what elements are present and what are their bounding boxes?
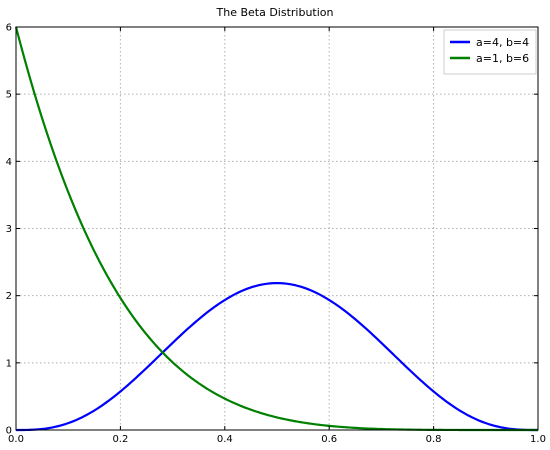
x-tick-label: 0.4 xyxy=(217,434,233,445)
y-axis: 0 1 2 3 4 5 6 xyxy=(6,23,538,437)
x-axis: 0.0 0.2 0.4 0.6 0.8 1.0 xyxy=(8,27,546,445)
y-tick-label: 0 xyxy=(6,426,12,437)
x-tick-label: 1.0 xyxy=(530,434,546,445)
legend-label: a=1, b=6 xyxy=(476,52,529,65)
y-tick-label: 5 xyxy=(6,90,12,101)
legend: a=4, b=4 a=1, b=6 xyxy=(443,29,537,75)
y-tick-label: 6 xyxy=(6,23,12,34)
y-tick-label: 3 xyxy=(6,224,12,235)
x-tick-label: 0.2 xyxy=(112,434,128,445)
legend-box xyxy=(443,29,537,75)
grid xyxy=(16,27,538,430)
series-line-1 xyxy=(16,281,538,432)
x-tick-label: 0.6 xyxy=(321,434,337,445)
chart-title: The Beta Distribution xyxy=(216,6,334,19)
legend-label: a=4, b=4 xyxy=(476,36,529,49)
y-tick-label: 2 xyxy=(6,291,12,302)
y-tick-label: 4 xyxy=(6,157,12,168)
x-tick-label: 0.0 xyxy=(8,434,24,445)
y-tick-label: 1 xyxy=(6,358,12,369)
x-tick-label: 0.8 xyxy=(426,434,442,445)
